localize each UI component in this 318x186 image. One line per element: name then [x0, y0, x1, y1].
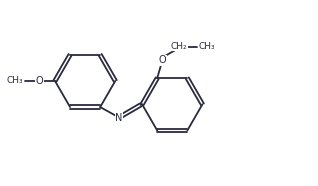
Text: CH₂: CH₂ [171, 42, 188, 51]
Text: O: O [36, 76, 43, 86]
Text: N: N [115, 113, 122, 123]
Text: CH₃: CH₃ [7, 76, 23, 85]
Text: O: O [159, 55, 166, 65]
Text: CH₃: CH₃ [199, 42, 215, 51]
